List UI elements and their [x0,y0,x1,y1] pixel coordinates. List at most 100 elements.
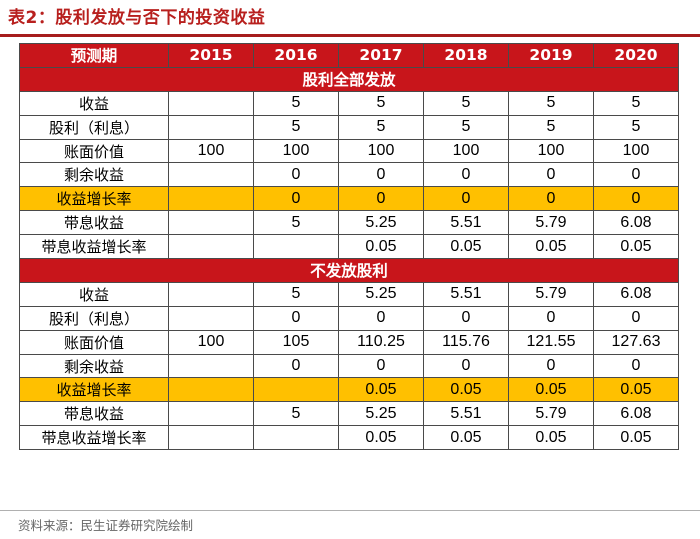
value-cell: 5 [253,281,339,307]
table-row: 带息收益 5 5.25 5.51 5.79 6.08 [19,210,679,236]
value-cell: 0 [508,305,594,331]
value-cell: 5 [253,401,339,427]
value-cell: 5.51 [423,401,509,427]
value-cell [168,281,254,307]
value-cell [168,90,254,116]
table-row: 剩余收益 0 0 0 0 0 [19,162,679,188]
section-title: 股利全部发放 [19,66,679,92]
value-cell: 100 [593,138,679,164]
value-cell: 0.05 [338,425,424,451]
row-label: 收益增长率 [19,186,169,212]
row-label: 账面价值 [19,329,169,355]
value-cell: 0 [253,162,339,188]
value-cell: 5.79 [508,210,594,236]
section-title: 不发放股利 [19,258,679,283]
value-cell: 127.63 [593,329,679,355]
value-cell: 5 [253,210,339,236]
value-cell: 5.51 [423,210,509,236]
value-cell [168,305,254,331]
row-label: 收益增长率 [19,377,169,403]
value-cell: 0 [338,305,424,331]
value-cell: 0 [593,186,679,212]
value-cell: 0.05 [338,377,424,403]
header-year: 2018 [423,43,509,68]
value-cell: 121.55 [508,329,594,355]
value-cell: 0 [423,186,509,212]
value-cell [168,210,254,236]
value-cell: 0.05 [423,234,509,260]
value-cell: 0 [423,162,509,188]
value-cell [168,234,254,260]
value-cell: 6.08 [593,401,679,427]
header-row: 预测期 2015 2016 2017 2018 2019 2020 [19,43,679,68]
value-cell [168,377,254,403]
table-row: 收益 5 5 5 5 5 [19,90,679,116]
table-row: 收益增长率 0.05 0.05 0.05 0.05 [19,377,679,403]
value-cell: 0.05 [593,377,679,403]
title-divider [0,34,700,37]
value-cell: 5 [338,90,424,116]
value-cell [168,353,254,379]
header-year: 2019 [508,43,594,68]
row-label: 带息收益增长率 [19,234,169,260]
value-cell: 5.79 [508,281,594,307]
value-cell: 0 [253,186,339,212]
value-cell: 0.05 [423,377,509,403]
table-row: 收益增长率 0 0 0 0 0 [19,186,679,212]
value-cell: 100 [168,138,254,164]
header-year: 2015 [168,43,254,68]
value-cell [168,401,254,427]
value-cell: 5 [508,90,594,116]
value-cell: 0 [253,305,339,331]
row-label: 账面价值 [19,138,169,164]
value-cell: 0 [338,186,424,212]
value-cell: 105 [253,329,339,355]
value-cell: 0 [593,162,679,188]
value-cell [253,234,339,260]
section-row: 不发放股利 [19,258,679,283]
table-row: 股利（利息） 5 5 5 5 5 [19,114,679,140]
row-label: 带息收益 [19,210,169,236]
table-title: 表2：股利发放与否下的投资收益 [8,8,266,28]
value-cell: 6.08 [593,210,679,236]
header-period: 预测期 [19,43,169,68]
row-label: 股利（利息） [19,114,169,140]
value-cell [168,162,254,188]
value-cell: 100 [168,329,254,355]
value-cell: 5 [253,114,339,140]
source-divider [0,510,700,511]
value-cell: 0 [423,353,509,379]
value-cell: 5 [508,114,594,140]
table-row: 剩余收益 0 0 0 0 0 [19,353,679,379]
row-label: 剩余收益 [19,162,169,188]
value-cell: 5 [338,114,424,140]
value-cell: 0.05 [508,377,594,403]
table-row: 带息收益增长率 0.05 0.05 0.05 0.05 [19,425,679,451]
value-cell: 0.05 [423,425,509,451]
value-cell: 5.51 [423,281,509,307]
value-cell: 0 [423,305,509,331]
value-cell: 0.05 [338,234,424,260]
value-cell: 0 [338,353,424,379]
table-row: 账面价值 100 105 110.25 115.76 121.55 127.63 [19,329,679,355]
table-row: 账面价值 100 100 100 100 100 100 [19,138,679,164]
value-cell: 0 [593,305,679,331]
value-cell: 0 [253,353,339,379]
value-cell [168,186,254,212]
row-label: 带息收益 [19,401,169,427]
value-cell: 0.05 [508,425,594,451]
value-cell [168,114,254,140]
value-cell: 5.25 [338,281,424,307]
value-cell: 5 [593,90,679,116]
investment-return-table: 预测期 2015 2016 2017 2018 2019 2020 股利全部发放 收益 5 5 5 5 5… [19,43,679,451]
table-row: 收益 5 5.25 5.51 5.79 6.08 [19,281,679,307]
value-cell: 5.79 [508,401,594,427]
value-cell: 0 [338,162,424,188]
value-cell [253,377,339,403]
row-label: 剩余收益 [19,353,169,379]
value-cell: 0 [508,162,594,188]
header-year: 2020 [593,43,679,68]
value-cell: 110.25 [338,329,424,355]
value-cell: 0.05 [508,234,594,260]
value-cell: 0.05 [593,425,679,451]
